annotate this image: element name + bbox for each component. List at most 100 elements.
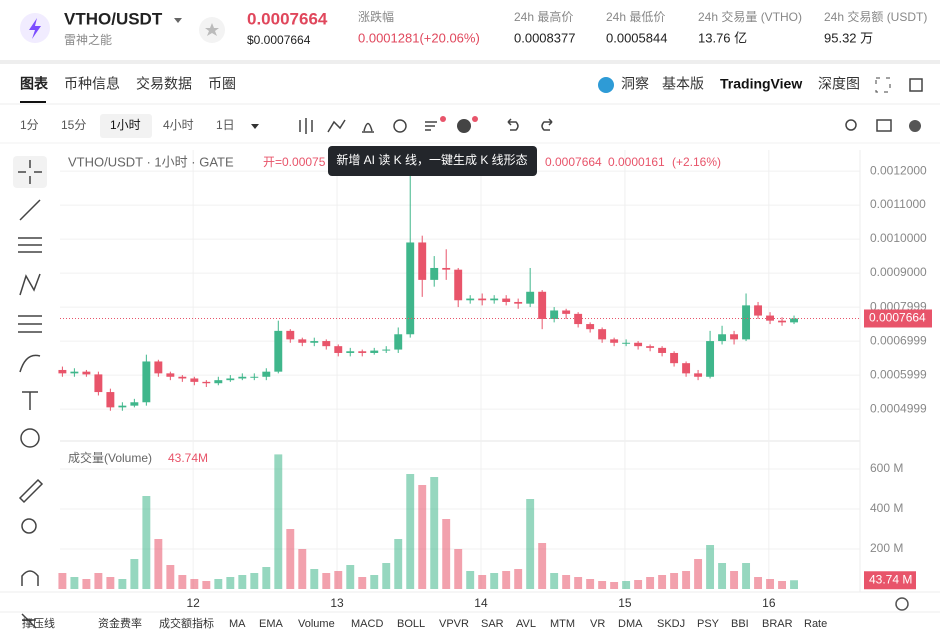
y-tick-label: 0.0004999 <box>870 401 927 415</box>
indicator[interactable]: MACD <box>351 618 383 630</box>
volume-bar <box>526 499 535 589</box>
search-icon[interactable] <box>845 119 857 131</box>
ruler-tool[interactable] <box>18 478 44 504</box>
x-tick-label: 14 <box>474 596 488 610</box>
interval[interactable]: 1小时 <box>110 118 141 132</box>
indicator[interactable]: 资金费率 <box>98 616 142 630</box>
volume-bar <box>154 539 163 589</box>
volume-bar <box>646 577 655 589</box>
tooltip: 新增 AI 读 K 线，一键生成 K 线形态 <box>328 146 537 176</box>
symbol[interactable]: VTHO/USDT <box>64 9 163 28</box>
crosshair-tool[interactable] <box>18 160 42 184</box>
candle-body <box>742 305 751 340</box>
indicator[interactable]: MA <box>229 618 246 630</box>
add-icon[interactable] <box>457 119 471 133</box>
undo-icon[interactable] <box>507 118 519 131</box>
right-tab[interactable]: 洞察 <box>621 76 649 92</box>
volume-bar <box>190 579 199 589</box>
volume-bar <box>106 577 115 589</box>
alert-icon[interactable] <box>362 122 374 133</box>
indicator[interactable]: VR <box>590 618 605 630</box>
symbol-caret[interactable] <box>174 18 182 23</box>
channel-tool[interactable] <box>18 237 42 253</box>
indicator[interactable]: 成交额指标 <box>159 616 214 630</box>
volume-bar <box>586 579 595 589</box>
fib-tool[interactable] <box>18 315 42 333</box>
tab[interactable]: 图表 <box>20 76 49 92</box>
x-tick-label: 13 <box>330 596 344 610</box>
right-tab[interactable]: TradingView <box>720 76 802 92</box>
interval[interactable]: 4小时 <box>163 118 194 132</box>
brush-tool[interactable] <box>19 354 41 373</box>
y-tick-label: 0.0012000 <box>870 163 927 177</box>
indicator[interactable]: BBI <box>731 618 749 630</box>
indicator-icon[interactable] <box>327 119 346 133</box>
emoji-tool[interactable] <box>20 428 40 448</box>
replay-icon[interactable] <box>393 119 407 133</box>
tab[interactable]: 币种信息 <box>64 76 120 92</box>
indicator[interactable]: AVL <box>516 618 536 630</box>
candle-body <box>322 341 331 347</box>
stat-label: 24h 最高价 <box>514 9 573 24</box>
zoom-tool[interactable] <box>21 518 37 534</box>
lock-tool[interactable] <box>21 613 37 629</box>
indicator[interactable]: PSY <box>697 618 720 630</box>
candle-body <box>58 369 67 374</box>
volume-tick-label: 400 M <box>870 501 903 515</box>
candle-body <box>406 242 415 335</box>
overlays: VTHO/USDT · 1小时 · GATE 成交量(Volume) 43.74… <box>68 154 721 465</box>
settings-icon[interactable] <box>909 120 921 132</box>
tab[interactable]: 币圈 <box>208 76 236 92</box>
fullscreen-icon[interactable] <box>875 77 891 93</box>
candle-body <box>694 373 703 377</box>
indicator[interactable]: 撑压线 <box>22 616 55 630</box>
candle-body <box>394 334 403 350</box>
indicator[interactable]: DMA <box>618 618 643 630</box>
candle-body <box>490 298 499 301</box>
candle-body <box>790 318 798 323</box>
volume-bar <box>310 569 319 589</box>
indicator[interactable]: MTM <box>550 618 575 630</box>
volume-bar <box>94 573 103 589</box>
badge-dot <box>472 116 478 122</box>
volume-bar <box>238 575 247 589</box>
axis-settings[interactable] <box>895 597 909 611</box>
line-tool[interactable] <box>19 199 41 221</box>
candle-type-icon[interactable] <box>299 118 313 134</box>
candle-body <box>562 310 571 314</box>
interval[interactable]: 1分 <box>20 118 39 132</box>
indicator[interactable]: SKDJ <box>657 618 685 630</box>
window-icon[interactable] <box>909 78 923 92</box>
indicator[interactable]: Volume <box>298 618 335 630</box>
right-tab[interactable]: 深度图 <box>818 76 860 92</box>
indicator[interactable]: BOLL <box>397 618 425 630</box>
tab[interactable]: 交易数据 <box>136 76 192 92</box>
magnet-tool[interactable] <box>21 570 39 586</box>
template-icon[interactable] <box>425 121 437 131</box>
candle-body <box>274 330 283 372</box>
camera-icon[interactable] <box>876 119 892 132</box>
insight-icon <box>598 77 614 93</box>
interval-caret[interactable] <box>251 124 259 129</box>
candle-body <box>214 380 223 384</box>
candle-body <box>586 324 595 330</box>
text-tool[interactable] <box>22 391 38 410</box>
interval[interactable]: 1日 <box>216 118 235 132</box>
pattern-tool[interactable] <box>19 273 41 296</box>
volume-bar <box>214 579 223 589</box>
redo-icon[interactable] <box>541 118 553 131</box>
volume-bar <box>58 573 67 589</box>
right-tab[interactable]: 基本版 <box>662 76 704 92</box>
indicator[interactable]: BRAR <box>762 618 793 630</box>
volume-bar <box>382 563 391 589</box>
indicator[interactable]: SAR <box>481 618 504 630</box>
candle-body <box>634 342 643 347</box>
volume-bar <box>418 485 427 589</box>
indicator[interactable]: EMA <box>259 618 284 630</box>
indicator[interactable]: Rate <box>804 618 827 630</box>
indicator[interactable]: VPVR <box>439 618 469 630</box>
candle-body <box>574 313 583 325</box>
interval[interactable]: 15分 <box>61 118 86 132</box>
volume-last: 43.74M <box>168 451 208 465</box>
